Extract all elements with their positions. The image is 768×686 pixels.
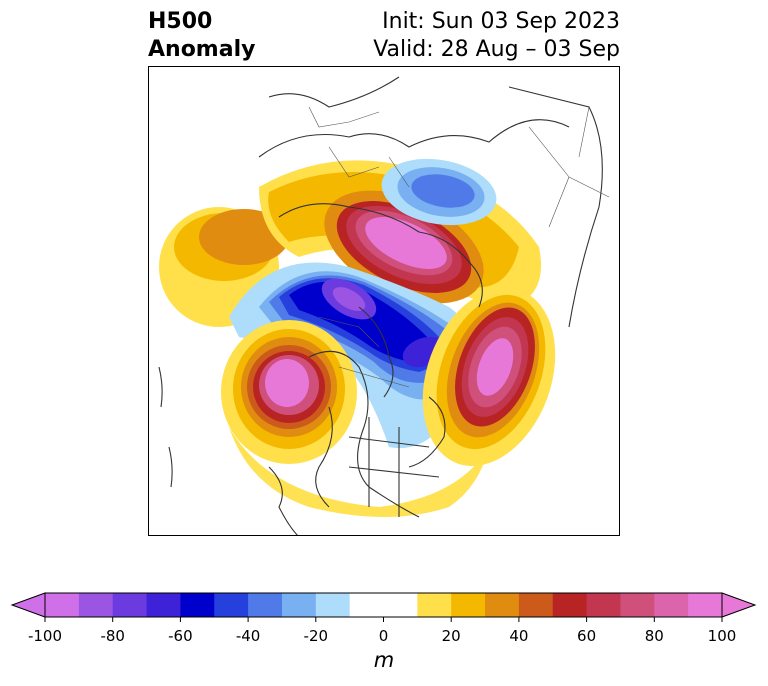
ridge-north-pacific (221, 320, 357, 464)
colorbar-segment (146, 593, 181, 617)
colorbar-segment (688, 593, 723, 617)
colorbar-segment (518, 593, 554, 617)
coastlines (158, 76, 603, 535)
map-panel (148, 66, 620, 536)
colorbar-segment (112, 593, 148, 617)
colorbar-tick-label: -60 (168, 627, 193, 645)
colorbar-tick-label: 20 (441, 627, 461, 645)
colorbar (10, 592, 757, 622)
colorbar-segment (485, 593, 520, 617)
border-lines (308, 106, 610, 388)
colorbar-segment (451, 593, 486, 617)
colorbar-tick-label: 80 (644, 627, 664, 645)
colorbar-segment (349, 593, 418, 617)
colorbar-tick-label: -20 (303, 627, 329, 645)
colorbar-segment (281, 593, 317, 617)
map-subtitle: Init: Sun 03 Sep 2023 Valid: 28 Aug – 03… (373, 8, 620, 64)
colorbar-segment (586, 593, 621, 617)
colorbar-segment (417, 593, 452, 617)
colorbar-tick-label: -80 (100, 627, 125, 645)
colorbar-extend-min (10, 592, 46, 618)
map-title: H500 Anomaly (148, 8, 255, 64)
colorbar-segment (315, 593, 351, 617)
ridge-ural (324, 190, 484, 304)
init-time: Init: Sun 03 Sep 2023 (382, 9, 620, 34)
colorbar-tick-label: -100 (27, 627, 63, 645)
colorbar-segment (552, 593, 588, 617)
colorbar-unit-label: m (373, 648, 395, 672)
colorbar-segment (214, 593, 249, 617)
title-line-2: Anomaly (148, 37, 256, 62)
colorbar-segment (248, 593, 283, 617)
colorbar-segment (654, 593, 689, 617)
colorbar-tick-label: 40 (509, 627, 529, 645)
anomaly-map (158, 76, 610, 535)
colorbar-segment (180, 593, 215, 617)
colorbar-tick-label: 60 (577, 627, 597, 645)
colorbar-segment (78, 593, 114, 617)
colorbar-segment (620, 593, 655, 617)
ridge-north-atlantic (422, 287, 556, 467)
colorbar-tick-label: 100 (707, 627, 737, 645)
colorbar-extend-max (721, 592, 757, 618)
trough-barents (381, 158, 497, 226)
title-line-1: H500 (148, 9, 213, 34)
valid-period: Valid: 28 Aug – 03 Sep (373, 37, 620, 62)
colorbar-tick-label: -40 (235, 627, 261, 645)
colorbar-segment (45, 593, 80, 617)
colorbar-tick-label: 0 (378, 627, 389, 645)
trough-arctic (229, 262, 472, 449)
